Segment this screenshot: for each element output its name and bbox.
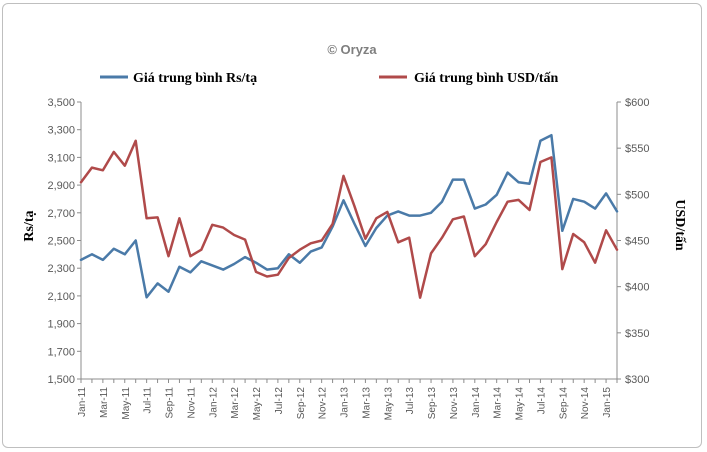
x-tick-label: Jan-15 xyxy=(602,387,613,418)
right-tick-label: $500 xyxy=(625,189,649,201)
x-tick-label: Nov-11 xyxy=(186,387,197,419)
x-tick-label: Jul-12 xyxy=(274,387,285,415)
right-tick-label: $450 xyxy=(625,236,649,248)
x-tick-label: May-11 xyxy=(121,387,132,420)
x-tick-label: May-14 xyxy=(515,387,526,421)
right-tick-label: $400 xyxy=(625,282,649,294)
series-line-rs xyxy=(79,133,619,299)
x-tick-label: Sep-14 xyxy=(558,387,569,420)
left-tick-label: 2,900 xyxy=(47,180,75,192)
x-tick-label: Sep-12 xyxy=(296,387,307,420)
x-tick-label: May-13 xyxy=(383,387,394,421)
x-tick-label: Nov-13 xyxy=(449,387,460,420)
left-tick-label: 1,900 xyxy=(47,319,75,331)
left-tick-label: 2,100 xyxy=(47,291,75,303)
left-tick-label: 2,500 xyxy=(47,236,75,248)
right-axis-title: USD/tấn xyxy=(672,199,687,251)
watermark: © Oryza xyxy=(327,42,377,57)
left-tick-label: 2,700 xyxy=(47,208,75,220)
series-line-usd xyxy=(79,139,619,299)
x-tick-label: Mar-11 xyxy=(99,387,110,418)
left-tick-label: 1,500 xyxy=(47,374,75,386)
x-tick-label: Sep-11 xyxy=(165,387,176,419)
left-tick-label: 3,100 xyxy=(47,152,75,164)
right-tick-label: $300 xyxy=(625,374,649,386)
legend: Giá trung bình Rs/tạ Giá trung bình USD/… xyxy=(100,71,559,86)
x-tick-label: Jan-14 xyxy=(471,387,482,418)
legend-label-rs: Giá trung bình Rs/tạ xyxy=(133,71,257,86)
x-tick-label: Jan-12 xyxy=(208,387,219,418)
left-tick-label: 3,500 xyxy=(47,97,75,109)
x-tick-labels: Jan-11 Mar-11 May-11 Jul-11 Sep-11 Nov-11 Jan-… xyxy=(77,387,613,421)
x-tick-label: Nov-14 xyxy=(580,387,591,420)
x-tick-label: Jan-13 xyxy=(340,387,351,418)
x-tick-label: Jul-14 xyxy=(536,387,547,415)
x-tick-label: Mar-12 xyxy=(230,387,241,419)
x-tick-label: May-12 xyxy=(252,387,263,421)
axes xyxy=(77,101,621,383)
series-lines xyxy=(79,133,619,299)
left-tick-label: 2,300 xyxy=(47,263,75,275)
x-tick-label: Jul-13 xyxy=(405,387,416,415)
x-tick-label: Mar-13 xyxy=(361,387,372,419)
right-tick-label: $350 xyxy=(625,328,649,340)
right-tick-labels: $300 $350 $400 $450 $500 $550 $600 xyxy=(625,97,649,386)
x-tick-label: Mar-14 xyxy=(493,387,504,419)
right-tick-label: $600 xyxy=(625,97,649,109)
legend-label-usd: Giá trung bình USD/tấn xyxy=(414,71,559,86)
left-tick-label: 1,700 xyxy=(47,346,75,358)
right-tick-label: $550 xyxy=(625,143,649,155)
x-tick-label: Nov-12 xyxy=(318,387,329,420)
left-tick-labels: 1,500 1,700 1,900 2,100 2,300 2,500 2,700 2,900… xyxy=(47,97,75,386)
left-axis-title: Rs/tạ xyxy=(22,210,37,241)
left-tick-label: 3,300 xyxy=(47,125,75,137)
x-tick-label: Sep-13 xyxy=(427,387,438,420)
x-tick-label: Jul-11 xyxy=(143,387,154,414)
x-tick-label: Jan-11 xyxy=(77,387,88,417)
